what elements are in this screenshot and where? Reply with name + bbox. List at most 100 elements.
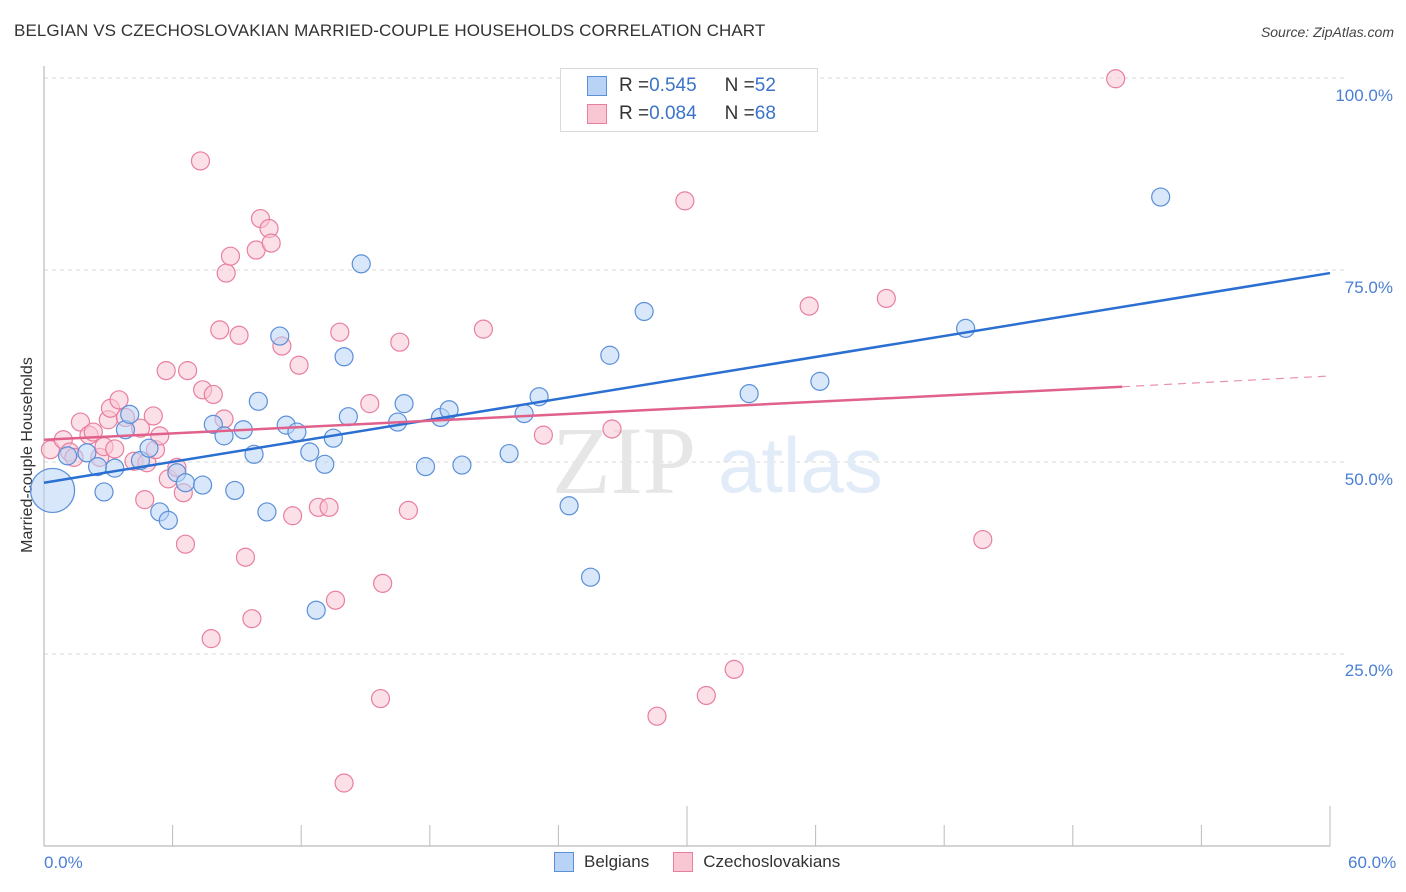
data-point (602, 419, 622, 439)
data-point (289, 355, 309, 375)
data-point (105, 439, 125, 459)
r-label: R = (619, 75, 650, 96)
data-point (135, 490, 155, 510)
data-point (156, 361, 176, 381)
r-value: 0.545 (649, 75, 697, 96)
data-point (373, 573, 393, 593)
czech-trend-line (43, 385, 1123, 441)
data-point (1151, 187, 1171, 207)
data-point (559, 496, 579, 516)
data-point (724, 659, 744, 679)
data-point (360, 394, 380, 414)
data-point (225, 480, 245, 501)
x-tick-max: 60.0% (1348, 853, 1397, 872)
y-tick-100: 100.0% (1335, 86, 1393, 105)
data-point (150, 426, 170, 446)
data-point (77, 443, 97, 463)
r-value: 0.084 (649, 103, 697, 124)
data-point (178, 361, 198, 381)
data-point (499, 443, 519, 464)
gridlines (44, 77, 1345, 655)
data-point (120, 404, 140, 424)
legend-item-belgians[interactable]: Belgians (554, 852, 649, 872)
data-point (351, 254, 371, 274)
n-label: N = (724, 103, 755, 124)
data-point (338, 407, 358, 427)
data-point (370, 688, 391, 709)
data-point (248, 391, 268, 411)
data-point (57, 446, 78, 466)
data-point (175, 534, 196, 554)
data-point (533, 425, 553, 445)
data-point (319, 497, 339, 517)
data-point (229, 325, 249, 345)
series-legend: Belgians Czechoslovakians (554, 852, 864, 872)
y-tick-50: 50.0% (1344, 470, 1393, 489)
data-point (283, 506, 303, 526)
data-point (261, 233, 281, 253)
zipatlas-watermark: ZIP atlas (552, 407, 883, 514)
data-point (580, 567, 601, 587)
data-point (394, 394, 414, 414)
data-point (973, 529, 993, 550)
data-point (235, 547, 256, 567)
belgian-swatch-icon (554, 852, 574, 872)
data-point (334, 347, 354, 367)
y-tick-25: 25.0% (1344, 661, 1393, 680)
czech-swatch-icon (587, 104, 607, 124)
data-point (109, 390, 129, 410)
belgian-swatch-icon (587, 76, 607, 96)
legend-item-czechoslovakians[interactable]: Czechoslovakians (673, 852, 840, 872)
data-point (696, 685, 716, 706)
r-label: R = (619, 103, 650, 124)
data-point (810, 371, 830, 391)
data-point (315, 454, 335, 474)
legend-row-belgians: R = 0.545 N = 52 (587, 73, 776, 99)
data-point (94, 482, 114, 502)
trend-lines (43, 271, 1331, 484)
data-point (739, 384, 759, 404)
legend-row-czechoslovakians: R = 0.084 N = 68 (587, 101, 776, 127)
watermark-atlas: atlas (718, 421, 883, 509)
data-point (415, 457, 436, 477)
legend-label: Czechoslovakians (703, 852, 841, 871)
correlation-legend: R = 0.545 N = 52 R = 0.084 N = 68 (560, 68, 818, 132)
czech-swatch-icon (673, 852, 694, 872)
legend-label: Belgians (584, 852, 650, 871)
data-point (876, 288, 896, 309)
data-point (330, 322, 350, 342)
data-point (210, 320, 230, 340)
data-point (325, 590, 346, 610)
data-point (675, 191, 695, 211)
data-point (647, 706, 667, 726)
data-point (242, 609, 262, 629)
data-point (29, 467, 76, 514)
n-label: N = (724, 75, 755, 96)
x-tick-min: 0.0% (44, 853, 83, 872)
source-label: Source: ZipAtlas.com (1260, 24, 1394, 40)
data-point (193, 475, 213, 495)
data-point (799, 296, 819, 316)
data-point (143, 406, 163, 426)
data-point (300, 442, 320, 462)
data-point (190, 151, 211, 171)
data-point (1106, 69, 1126, 89)
data-point (398, 500, 418, 520)
belgian-trend-line (43, 271, 1331, 484)
data-point (334, 773, 354, 793)
data-point (105, 458, 125, 478)
data-point (270, 326, 290, 346)
data-point (201, 629, 221, 649)
data-point (158, 510, 178, 530)
data-point (40, 440, 61, 460)
data-point (452, 455, 472, 475)
n-value: 68 (754, 103, 776, 124)
data-point (220, 246, 241, 266)
data-point (139, 438, 159, 458)
data-point (634, 301, 654, 322)
belgian-points (29, 187, 1171, 620)
data-point (257, 502, 277, 522)
watermark-zip: ZIP (552, 407, 696, 514)
n-value: 52 (754, 75, 776, 96)
